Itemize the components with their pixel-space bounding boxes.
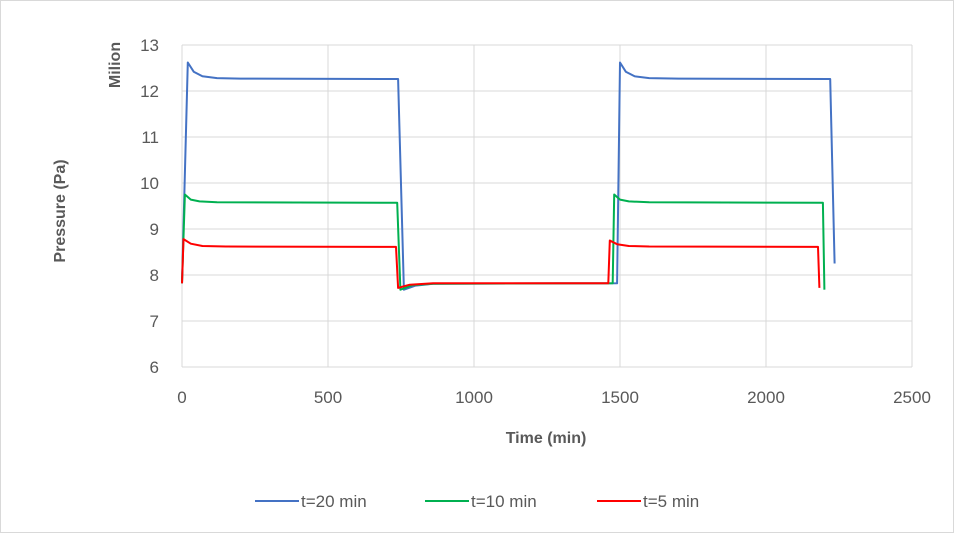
series-lines [181, 61, 836, 291]
y-tick-label: 12 [140, 82, 159, 101]
x-axis-title: Time (min) [506, 430, 587, 447]
x-tick-label: 500 [314, 388, 342, 407]
y-tick-label: 11 [141, 128, 159, 147]
y-axis-unit-label: Milion [107, 42, 124, 88]
y-tick-label: 13 [140, 36, 159, 55]
legend-label-1: t=20 min [301, 492, 367, 511]
x-tick-label: 2000 [747, 388, 785, 407]
series-line-3 [181, 238, 821, 289]
x-tick-label: 0 [177, 388, 186, 407]
y-tick-label: 8 [150, 266, 159, 285]
legend-label-2: t=10 min [471, 492, 537, 511]
series-line-1 [181, 61, 836, 291]
x-tick-label: 1500 [601, 388, 639, 407]
y-tick-label: 10 [140, 174, 159, 193]
y-tick-label: 6 [150, 358, 159, 377]
legend-label-3: t=5 min [643, 492, 699, 511]
x-tick-label: 1000 [455, 388, 493, 407]
tick-labels: 6 7 8 9 10 11 12 13 0 500 1000 1500 2000 2500 [140, 36, 931, 407]
gridlines [181, 44, 913, 368]
x-tick-label: 2500 [893, 388, 931, 407]
y-tick-label: 9 [150, 220, 159, 239]
y-tick-label: 7 [150, 312, 159, 331]
y-axis-title: Pressure (Pa) [52, 159, 69, 262]
legend: t=20 min t=10 min t=5 min [255, 492, 699, 511]
